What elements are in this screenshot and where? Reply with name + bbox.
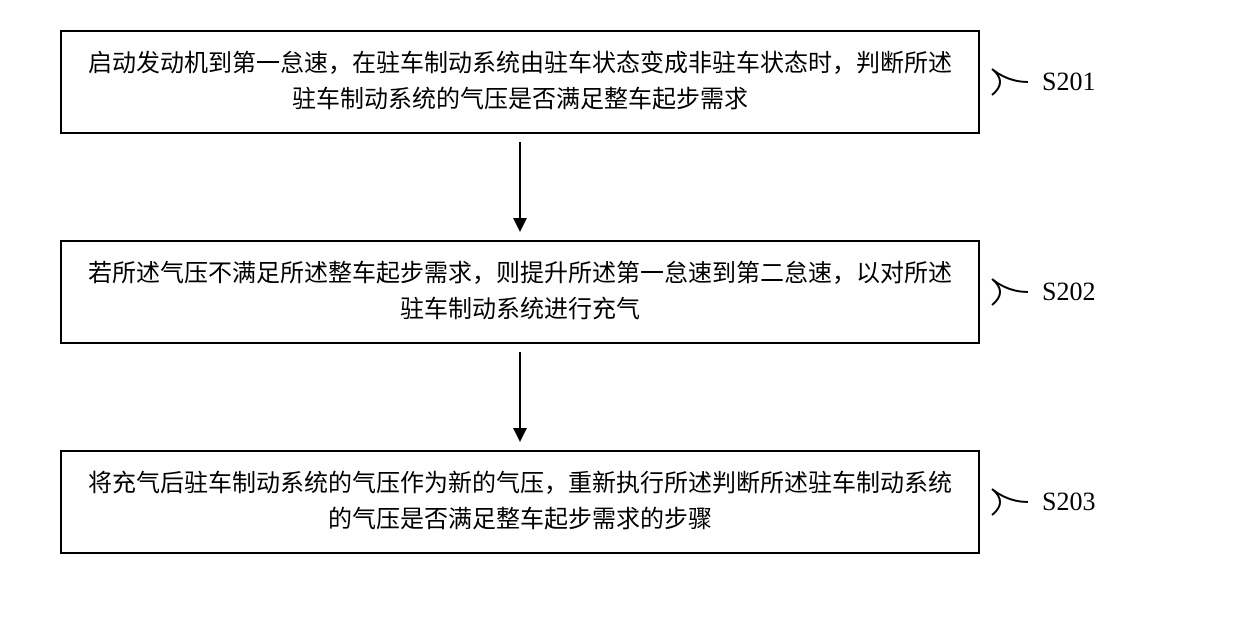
- connector-curve-icon: [990, 487, 1030, 517]
- flow-step-text: 将充气后驻车制动系统的气压作为新的气压，重新执行所述判断所述驻车制动系统的气压是…: [82, 466, 958, 538]
- connector-curve-icon: [990, 67, 1030, 97]
- flow-step-row: 将充气后驻车制动系统的气压作为新的气压，重新执行所述判断所述驻车制动系统的气压是…: [60, 450, 1180, 554]
- flow-step-box-s202: 若所述气压不满足所述整车起步需求，则提升所述第一怠速到第二怠速，以对所述驻车制动…: [60, 240, 980, 344]
- flow-arrow: [60, 134, 980, 240]
- flow-step-text: 若所述气压不满足所述整车起步需求，则提升所述第一怠速到第二怠速，以对所述驻车制动…: [82, 256, 958, 328]
- connector-curve-icon: [990, 277, 1030, 307]
- flowchart-container: 启动发动机到第一怠速，在驻车制动系统由驻车状态变成非驻车状态时，判断所述驻车制动…: [60, 30, 1180, 554]
- arrow-down-icon: [510, 142, 530, 232]
- flow-step-box-s203: 将充气后驻车制动系统的气压作为新的气压，重新执行所述判断所述驻车制动系统的气压是…: [60, 450, 980, 554]
- flow-step-box-s201: 启动发动机到第一怠速，在驻车制动系统由驻车状态变成非驻车状态时，判断所述驻车制动…: [60, 30, 980, 134]
- label-connector: S201: [990, 67, 1095, 97]
- flow-step-text: 启动发动机到第一怠速，在驻车制动系统由驻车状态变成非驻车状态时，判断所述驻车制动…: [82, 46, 958, 118]
- flow-step-label: S203: [1042, 487, 1095, 517]
- flow-step-label: S201: [1042, 67, 1095, 97]
- arrow-down-icon: [510, 352, 530, 442]
- flow-step-row: 启动发动机到第一怠速，在驻车制动系统由驻车状态变成非驻车状态时，判断所述驻车制动…: [60, 30, 1180, 134]
- flow-arrow: [60, 344, 980, 450]
- flow-step-label: S202: [1042, 277, 1095, 307]
- label-connector: S203: [990, 487, 1095, 517]
- label-connector: S202: [990, 277, 1095, 307]
- flow-step-row: 若所述气压不满足所述整车起步需求，则提升所述第一怠速到第二怠速，以对所述驻车制动…: [60, 240, 1180, 344]
